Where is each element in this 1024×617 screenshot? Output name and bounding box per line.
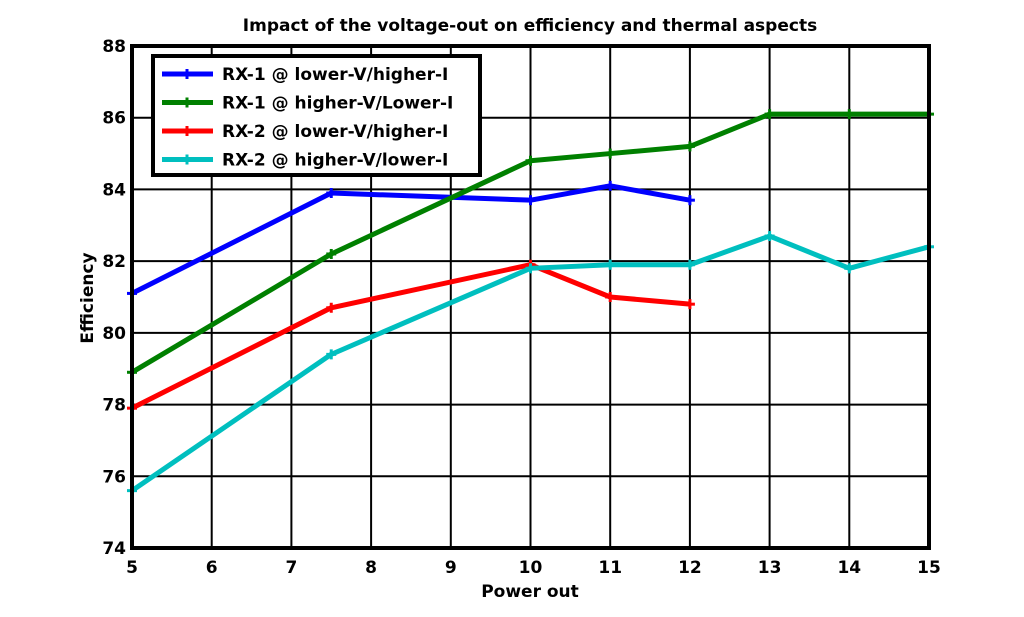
x-tick-label: 13 xyxy=(758,558,782,578)
data-point xyxy=(764,231,775,242)
legend-label: RX-2 @ lower-V/higher-I xyxy=(222,122,448,142)
data-point xyxy=(684,195,695,206)
data-point xyxy=(326,248,337,259)
data-point xyxy=(605,292,616,302)
y-tick-label: 86 xyxy=(102,109,126,129)
y-tick-label: 88 xyxy=(102,37,126,57)
data-point xyxy=(326,302,337,313)
data-point xyxy=(764,109,775,120)
x-tick-label: 6 xyxy=(206,558,218,578)
x-tick-label: 12 xyxy=(678,558,702,578)
data-point xyxy=(605,259,616,270)
data-point xyxy=(525,155,536,166)
plot-frame xyxy=(130,44,931,550)
x-tick-label: 5 xyxy=(126,558,138,578)
legend-label: RX-1 @ higher-V/Lower-I xyxy=(222,94,453,114)
data-point xyxy=(684,299,695,310)
x-tick-label: 9 xyxy=(445,558,457,578)
y-tick-label: 78 xyxy=(102,396,126,416)
x-tick-label: 11 xyxy=(598,558,622,578)
series-line xyxy=(130,233,930,493)
chart-title: Impact of the voltage-out on efficiency … xyxy=(243,16,817,36)
legend-item: RX-2 @ lower-V/higher-I xyxy=(162,122,448,142)
data-point xyxy=(605,148,616,159)
y-tick-label: 74 xyxy=(102,539,126,559)
x-tick-label: 15 xyxy=(917,558,941,578)
legend-label: RX-2 @ higher-V/lower-I xyxy=(222,151,448,171)
y-tick-label: 76 xyxy=(102,467,126,487)
x-tick-label: 10 xyxy=(519,558,543,578)
series-line xyxy=(130,111,929,375)
data-point xyxy=(684,259,695,270)
data-point xyxy=(326,349,337,360)
legend-label: RX-1 @ lower-V/higher-I xyxy=(222,65,448,85)
data-point xyxy=(605,180,616,191)
x-tick-label: 14 xyxy=(837,558,861,578)
data-point xyxy=(844,263,855,274)
series-line xyxy=(130,262,691,411)
data-point xyxy=(844,109,855,120)
y-tick-label: 84 xyxy=(102,180,126,200)
legend-item: RX-2 @ higher-V/lower-I xyxy=(162,151,448,171)
data-point xyxy=(525,263,536,274)
y-tick-label: 82 xyxy=(102,252,126,272)
y-axis-label: Efficiency xyxy=(78,252,98,343)
legend-item: RX-1 @ lower-V/higher-I xyxy=(162,65,448,85)
legend: RX-1 @ lower-V/higher-I RX-1 @ higher-V/L… xyxy=(151,54,482,177)
x-axis-label: Power out xyxy=(481,582,579,602)
legend-item: RX-1 @ higher-V/Lower-I xyxy=(162,94,453,114)
data-point xyxy=(326,188,337,199)
data-point xyxy=(684,141,695,152)
x-tick-label: 7 xyxy=(285,558,297,578)
data-point xyxy=(525,195,536,206)
x-tick-label: 8 xyxy=(365,558,377,578)
y-tick-label: 80 xyxy=(102,324,126,344)
series-line xyxy=(130,183,691,296)
